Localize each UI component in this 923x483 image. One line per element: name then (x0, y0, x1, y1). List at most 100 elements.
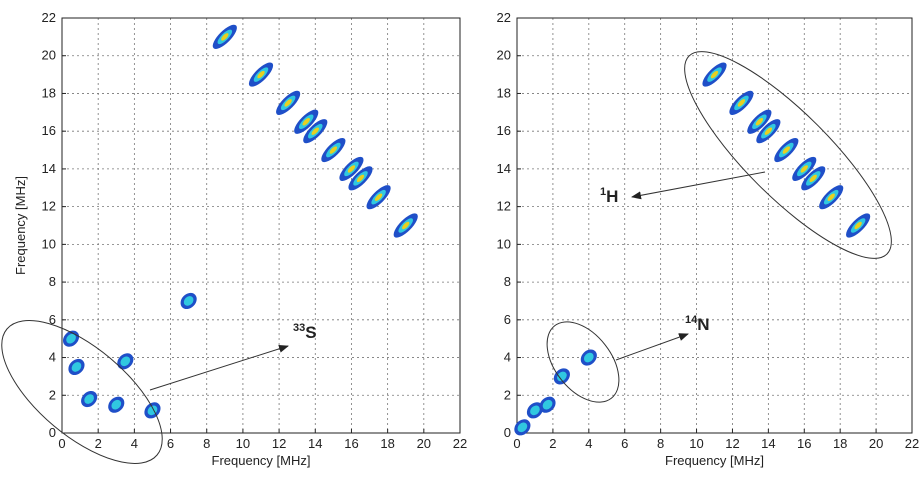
y-tick-label: 18 (497, 85, 511, 100)
y-tick-label: 10 (497, 236, 511, 251)
callout-arrow (615, 333, 689, 361)
y-tick-label: 4 (49, 350, 56, 365)
peak-center (755, 118, 764, 126)
peak-center (221, 33, 229, 41)
y-tick-label: 4 (504, 350, 511, 365)
y-tick-label: 14 (497, 161, 511, 176)
peak-core (517, 422, 528, 433)
annotation: 33S (293, 322, 317, 342)
peak-core (183, 296, 194, 306)
x-tick-label: 20 (417, 436, 431, 451)
peak-center (737, 99, 746, 107)
plot-frame (61, 17, 461, 434)
annotation: 1H (600, 186, 618, 206)
peak-center (402, 221, 410, 230)
peak-core (542, 399, 553, 410)
annotation-superscript: 33 (293, 322, 305, 334)
x-tick-label: 0 (513, 436, 520, 451)
peak-center (809, 174, 817, 183)
y-tick-label: 2 (49, 387, 56, 402)
y-tick-label: 6 (504, 312, 511, 327)
y-tick-label: 12 (497, 199, 511, 214)
peak-center (284, 99, 292, 107)
peak-center (764, 127, 773, 135)
annotation-text: N (697, 315, 709, 334)
annotation-text: H (606, 187, 618, 206)
y-tick-label: 0 (504, 425, 511, 440)
annotation: 14N (685, 314, 710, 334)
callout-ellipse (546, 321, 620, 403)
peak-center (827, 193, 835, 201)
y-tick-label: 12 (42, 199, 56, 214)
x-tick-label: 22 (453, 436, 467, 451)
y-tick-label: 16 (42, 123, 56, 138)
peak-core (583, 352, 594, 363)
peak-core (84, 394, 94, 404)
plot-frame (516, 17, 913, 434)
y-tick-label: 0 (49, 425, 56, 440)
y-tick-label: 18 (42, 85, 56, 100)
peak-core (120, 356, 131, 367)
annotation-superscript: 14 (685, 314, 698, 326)
peak-center (374, 193, 383, 201)
y-tick-label: 10 (42, 236, 56, 251)
annotation-text: S (305, 323, 316, 342)
x-tick-label: 12 (272, 436, 286, 451)
y-tick-label: 8 (504, 274, 511, 289)
annotation-superscript: 1 (600, 186, 606, 198)
x-axis-label: Frequency [MHz] (212, 453, 311, 468)
x-tick-label: 4 (585, 436, 592, 451)
peak-core (111, 399, 122, 410)
x-tick-label: 14 (308, 436, 322, 451)
peak-core (66, 333, 76, 344)
peak-center (800, 165, 808, 173)
x-tick-label: 16 (344, 436, 358, 451)
callout-ellipse (684, 51, 892, 259)
x-tick-label: 14 (761, 436, 775, 451)
peak-center (329, 146, 338, 154)
x-tick-label: 10 (236, 436, 250, 451)
y-tick-label: 20 (497, 48, 511, 63)
y-tick-label: 6 (49, 312, 56, 327)
y-tick-label: 22 (42, 10, 56, 25)
x-tick-label: 22 (905, 436, 919, 451)
x-tick-label: 20 (869, 436, 883, 451)
y-tick-label: 14 (42, 161, 56, 176)
y-tick-label: 20 (42, 48, 56, 63)
x-tick-label: 12 (725, 436, 739, 451)
y-tick-label: 2 (504, 387, 511, 402)
peak-core (557, 371, 567, 382)
x-tick-label: 18 (380, 436, 394, 451)
y-tick-label: 22 (497, 10, 511, 25)
peak-core (71, 362, 82, 372)
peak-center (782, 146, 791, 154)
peak-center (311, 127, 319, 135)
peak-center (347, 165, 356, 173)
x-tick-label: 6 (621, 436, 628, 451)
x-tick-label: 16 (797, 436, 811, 451)
x-tick-label: 8 (203, 436, 210, 451)
peak-center (356, 174, 365, 183)
peak-center (302, 118, 310, 126)
peak-center (854, 221, 862, 230)
callout-arrow (631, 171, 766, 200)
callouts (1, 51, 892, 464)
y-tick-label: 16 (497, 123, 511, 138)
y-tick-label: 8 (49, 274, 56, 289)
x-axis-label: Frequency [MHz] (665, 453, 764, 468)
x-tick-label: 18 (833, 436, 847, 451)
callout-arrow (149, 344, 289, 391)
callout-ellipse (1, 320, 163, 464)
x-tick-label: 2 (95, 436, 102, 451)
peak-center (257, 70, 265, 79)
peak-core (530, 405, 540, 416)
x-tick-label: 2 (549, 436, 556, 451)
peak-center (710, 70, 719, 79)
x-tick-label: 10 (689, 436, 703, 451)
y-axis-label: Frequency [MHz] (13, 176, 28, 275)
plots: 0 2 4 6 8 10 12 14 16 18 20 220246810121416182022Fr… (13, 10, 919, 468)
x-tick-label: 0 (58, 436, 65, 451)
x-tick-label: 8 (657, 436, 664, 451)
x-tick-label: 6 (167, 436, 174, 451)
